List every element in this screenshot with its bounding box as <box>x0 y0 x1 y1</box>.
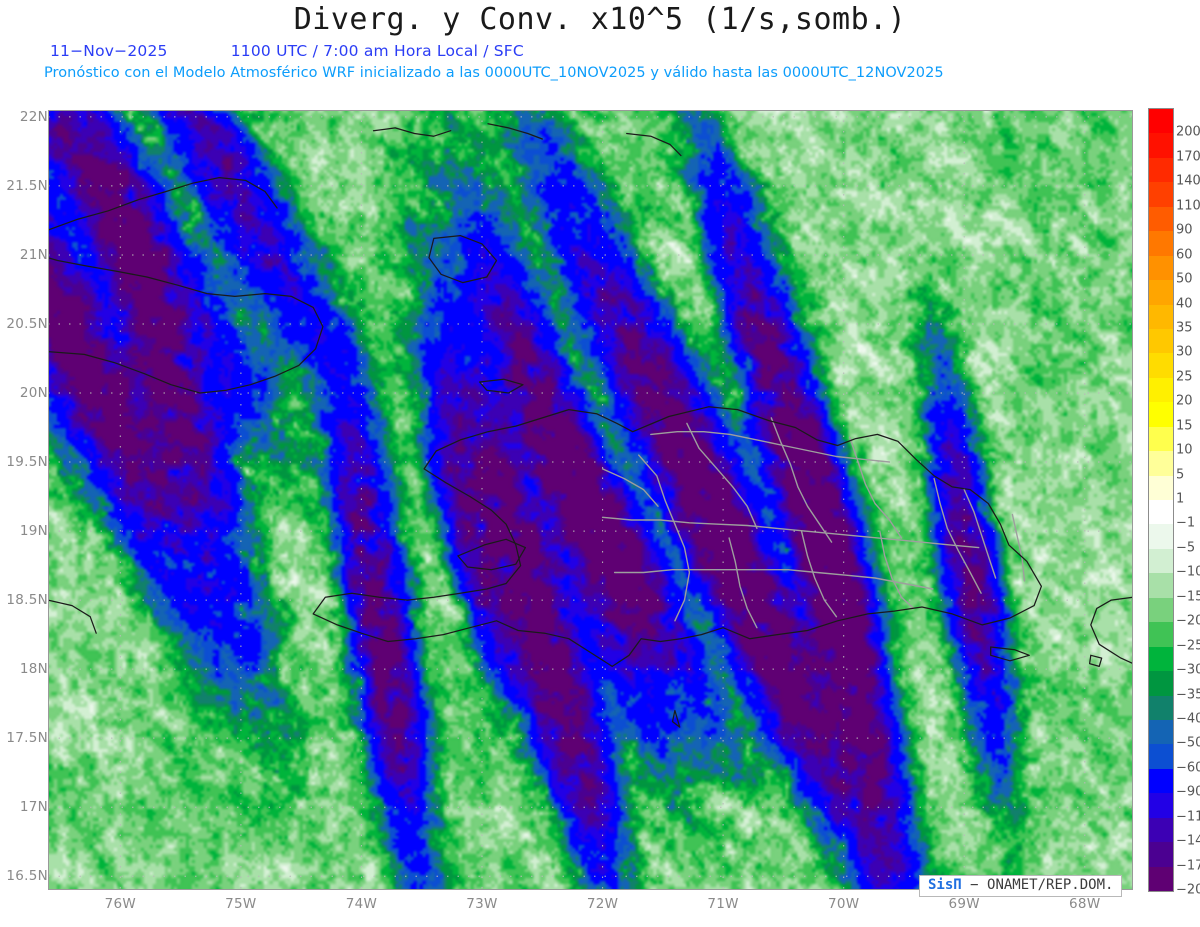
colorbar-tick-label: −90 <box>1176 784 1200 800</box>
colorbar-tick-label: 170 <box>1176 149 1200 165</box>
map-plot-area <box>48 110 1133 890</box>
colorbar-swatch <box>1149 793 1173 818</box>
colorbar-tick-label: −35 <box>1176 687 1200 702</box>
longitude-tick-label: 75W <box>225 896 257 912</box>
colorbar-tick-label: 20 <box>1176 393 1193 409</box>
latitude-tick-label: 17.5N <box>6 730 48 747</box>
latitude-tick-label: 20N <box>19 385 48 401</box>
latitude-tick-label: 16.5N <box>6 868 48 885</box>
colorbar-swatch <box>1149 182 1173 207</box>
colorbar-tick-label: −110 <box>1176 809 1200 825</box>
colorbar-tick-label: −60 <box>1176 760 1200 776</box>
colorbar-tick-label: −200 <box>1176 882 1200 898</box>
colorbar-swatch <box>1149 304 1173 329</box>
forecast-date: 11−Nov−2025 <box>50 42 168 60</box>
colorbar-swatch <box>1149 842 1173 867</box>
longitude-tick-label: 71W <box>707 896 739 912</box>
colorbar-swatch <box>1149 622 1173 647</box>
latitude-tick-label: 21N <box>19 246 48 263</box>
colorbar-tick-label: 200 <box>1176 124 1200 140</box>
colorbar-swatch <box>1149 817 1173 843</box>
colorbar-swatch <box>1149 671 1173 696</box>
colorbar-tick-label: 35 <box>1176 320 1193 336</box>
colorbar-tick-label: 5 <box>1176 467 1185 483</box>
colorbar-swatch <box>1149 744 1173 769</box>
longitude-tick-label: 73W <box>466 896 498 912</box>
colorbar-swatch <box>1149 109 1173 134</box>
latitude-tick-label: 17N <box>19 799 48 816</box>
latitude-tick-label: 18.5N <box>6 592 48 609</box>
colorbar-swatch <box>1149 451 1173 476</box>
colorbar-swatch <box>1149 280 1173 305</box>
attribution-text: − ONAMET/REP.DOM. <box>970 877 1114 893</box>
chart-header: Diverg. y Conv. x10^5 (1/s,somb.) 11−Nov… <box>0 0 1200 96</box>
colorbar-swatch <box>1149 719 1173 745</box>
colorbar-tick-label: 30 <box>1176 344 1193 360</box>
colorbar-tick-label: 60 <box>1176 247 1193 263</box>
colorbar-swatch <box>1149 524 1173 549</box>
latitude-tick-label: 18N <box>19 661 48 678</box>
page-title: Diverg. y Conv. x10^5 (1/s,somb.) <box>293 2 907 37</box>
colorbar-tick-label: 40 <box>1176 296 1193 311</box>
colorbar-swatch <box>1149 597 1173 623</box>
latitude-tick-label: 21.5N <box>6 177 48 194</box>
colorbar-tick-label: −140 <box>1176 833 1200 849</box>
colorbar-swatch <box>1149 695 1173 720</box>
colorbar-swatch <box>1149 646 1173 672</box>
colorbar-swatch <box>1149 133 1173 158</box>
attribution-badge: SisΠ − ONAMET/REP.DOM. <box>919 875 1123 897</box>
colorbar-tick-label: 140 <box>1176 173 1200 189</box>
sistema-logo: SisΠ <box>928 877 962 893</box>
colorbar-swatch <box>1149 500 1173 525</box>
colorbar-swatch <box>1149 206 1173 232</box>
colorbar-swatch <box>1149 768 1173 794</box>
longitude-tick-label: 74W <box>345 896 378 912</box>
colorbar-swatch <box>1149 255 1173 281</box>
colorbar-tick-label: 110 <box>1176 198 1200 214</box>
forecast-description: Pronóstico con el Modelo Atmosférico WRF… <box>44 65 944 81</box>
latitude-tick-label: 20.5N <box>6 315 48 332</box>
latitude-tick-label: 19.5N <box>6 454 48 471</box>
colorbar-tick-label: −20 <box>1176 613 1200 629</box>
colorbar-swatch <box>1149 475 1173 500</box>
colorbar-tick-label: −1 <box>1176 515 1196 531</box>
colorbar-tick-label: −50 <box>1176 735 1200 751</box>
colorbar-swatch <box>1149 866 1173 891</box>
colorbar-swatch <box>1149 377 1173 403</box>
colorbar-swatch <box>1149 426 1173 452</box>
colorbar-swatch <box>1149 548 1173 574</box>
colorbar-tick-labels: 200 170 140 110 90 60 50 40 35 30 25 20 15 10 5 1 −1 −5 −1… <box>1176 108 1200 898</box>
colorbar-tick-label: −10 <box>1176 564 1200 580</box>
colorbar-tick-label: −5 <box>1176 540 1196 556</box>
subtitle-row: 11−Nov−2025 1100 UTC / 7:00 am Hora Loca… <box>50 42 524 60</box>
colorbar-tick-label: 1 <box>1176 491 1185 507</box>
colorbar-tick-label: 90 <box>1176 222 1193 238</box>
colorbar <box>1148 108 1174 892</box>
colorbar-swatch <box>1149 402 1173 427</box>
colorbar-tick-label: −170 <box>1176 858 1200 874</box>
colorbar-swatch <box>1149 231 1173 256</box>
forecast-time: 1100 UTC / 7:00 am Hora Local / SFC <box>230 42 524 60</box>
longitude-tick-label: 68W <box>1069 896 1101 912</box>
colorbar-swatch <box>1149 328 1173 354</box>
colorbar-swatch <box>1149 573 1173 598</box>
colorbar-tick-label: 25 <box>1176 369 1193 385</box>
colorbar-tick-label: 10 <box>1176 442 1193 458</box>
longitude-tick-label: 70W <box>827 896 860 912</box>
colorbar-tick-label: −15 <box>1176 589 1200 605</box>
longitude-tick-label: 72W <box>586 896 619 912</box>
colorbar-tick-label: −30 <box>1176 662 1200 678</box>
latitude-tick-label: 19N <box>19 523 48 540</box>
colorbar-tick-label: 15 <box>1176 418 1193 434</box>
colorbar-tick-label: −25 <box>1176 638 1200 654</box>
colorbar-swatch <box>1149 157 1173 183</box>
divergence-field-heatmap <box>48 110 1133 890</box>
colorbar-tick-label: −40 <box>1176 711 1200 727</box>
colorbar-tick-label: 50 <box>1176 271 1193 287</box>
longitude-tick-label: 69W <box>948 896 980 912</box>
latitude-tick-label: 22N <box>19 108 48 125</box>
colorbar-swatch <box>1149 353 1173 378</box>
longitude-tick-label: 76W <box>104 896 137 912</box>
